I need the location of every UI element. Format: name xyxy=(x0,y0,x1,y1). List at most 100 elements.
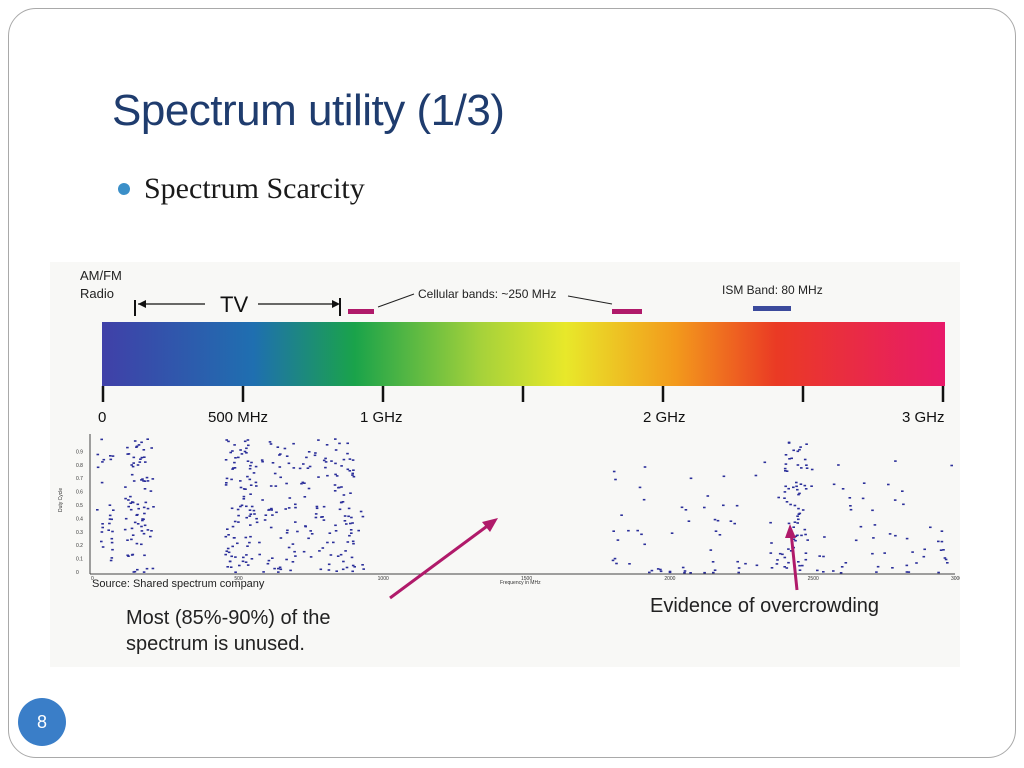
occupancy-point xyxy=(303,482,306,484)
occupancy-point xyxy=(144,461,147,463)
occupancy-point xyxy=(844,562,848,564)
occupancy-point xyxy=(140,441,143,444)
occupancy-point xyxy=(783,566,786,568)
occupancy-point xyxy=(718,534,722,536)
overcrowding-arrowhead-icon xyxy=(785,524,796,538)
occupancy-point xyxy=(263,519,267,521)
occupancy-point xyxy=(285,532,289,534)
occupancy-point xyxy=(347,507,351,510)
occupancy-point xyxy=(670,532,674,534)
occupancy-point xyxy=(142,506,146,509)
y-tick-label: 0.4 xyxy=(76,516,83,522)
occupancy-point xyxy=(310,533,314,535)
occupancy-point xyxy=(351,474,354,476)
occupancy-point xyxy=(659,570,663,573)
occupancy-point xyxy=(643,466,647,468)
occupancy-point xyxy=(271,557,274,559)
occupancy-point xyxy=(781,553,784,556)
occupancy-point xyxy=(239,480,242,482)
occupancy-point xyxy=(317,476,320,478)
occupancy-point xyxy=(237,456,240,459)
occupancy-point xyxy=(787,522,791,525)
occupancy-point xyxy=(837,464,840,466)
occupancy-point xyxy=(614,478,617,481)
occupancy-point xyxy=(339,553,343,556)
occupancy-point xyxy=(790,457,793,460)
occupancy-point xyxy=(784,485,787,488)
occupancy-point xyxy=(798,569,802,571)
occupancy-point xyxy=(923,548,926,551)
ism-label: ISM Band: 80 MHz xyxy=(722,283,823,297)
occupancy-point xyxy=(327,563,331,566)
occupancy-point xyxy=(309,530,312,532)
occupancy-point xyxy=(277,567,280,570)
occupancy-point xyxy=(785,567,789,569)
occupancy-point xyxy=(249,513,253,515)
occupancy-point xyxy=(244,488,247,490)
occupancy-point xyxy=(783,467,787,470)
occupancy-point xyxy=(242,498,246,500)
y-tick-label: 0.8 xyxy=(76,463,83,469)
occupancy-point xyxy=(254,481,258,484)
occupancy-point xyxy=(668,571,672,574)
occupancy-point xyxy=(797,513,801,515)
occupancy-point xyxy=(96,453,100,456)
occupancy-point xyxy=(279,476,282,479)
occupancy-point xyxy=(314,516,318,519)
occupancy-point xyxy=(636,529,639,532)
occupancy-point xyxy=(288,497,292,499)
occupancy-point xyxy=(249,524,252,526)
occupancy-point xyxy=(142,449,146,451)
occupancy-point xyxy=(227,440,230,443)
occupancy-point xyxy=(805,464,808,466)
occupancy-point xyxy=(252,509,256,512)
occupancy-point xyxy=(227,534,230,536)
occupancy-point xyxy=(849,508,853,511)
occupancy-point xyxy=(796,515,799,517)
occupancy-point xyxy=(130,473,134,476)
occupancy-point xyxy=(784,463,788,465)
occupancy-point xyxy=(233,444,236,446)
occupancy-point xyxy=(146,480,150,482)
occupancy-point xyxy=(132,456,136,459)
bar-tick-label-1ghz: 1 GHz xyxy=(360,409,403,426)
occupancy-point xyxy=(349,522,352,525)
occupancy-point xyxy=(279,453,282,455)
occupancy-point xyxy=(131,553,135,556)
occupancy-point xyxy=(334,473,337,476)
occupancy-point xyxy=(136,523,140,525)
occupancy-point xyxy=(302,463,305,465)
occupancy-point xyxy=(140,525,143,528)
occupancy-point xyxy=(346,452,349,455)
occupancy-point xyxy=(711,561,715,563)
occupancy-point xyxy=(611,559,615,562)
annotation-overcrowding: Evidence of overcrowding xyxy=(650,595,879,617)
occupancy-plot: Duty Cycle Frequency in MHz 0 500 1000 1500… xyxy=(58,434,960,586)
occupancy-point xyxy=(236,508,240,511)
occupancy-point xyxy=(911,551,914,553)
y-tick-label: 0.2 xyxy=(76,543,83,549)
occupancy-point xyxy=(659,568,662,571)
occupancy-point xyxy=(775,563,779,565)
y-tick-label: 0 xyxy=(76,570,79,576)
occupancy-point xyxy=(322,505,326,508)
occupancy-point xyxy=(763,461,767,464)
occupancy-point xyxy=(151,567,155,570)
annotation-unused-line2: spectrum is unused. xyxy=(126,633,305,655)
occupancy-point xyxy=(327,569,331,571)
occupancy-point xyxy=(252,472,256,474)
occupancy-point xyxy=(902,503,905,506)
occupancy-point xyxy=(268,441,272,443)
occupancy-point xyxy=(840,566,844,568)
occupancy-point xyxy=(733,522,736,525)
occupancy-point xyxy=(350,516,353,519)
occupancy-point xyxy=(315,507,319,510)
occupancy-point xyxy=(341,568,345,571)
occupancy-point xyxy=(102,458,106,461)
occupancy-point xyxy=(233,461,236,464)
occupancy-point xyxy=(689,572,692,574)
occupancy-point xyxy=(239,505,242,508)
occupancy-point xyxy=(133,440,137,442)
occupancy-point xyxy=(249,464,252,467)
occupancy-point xyxy=(109,455,112,457)
